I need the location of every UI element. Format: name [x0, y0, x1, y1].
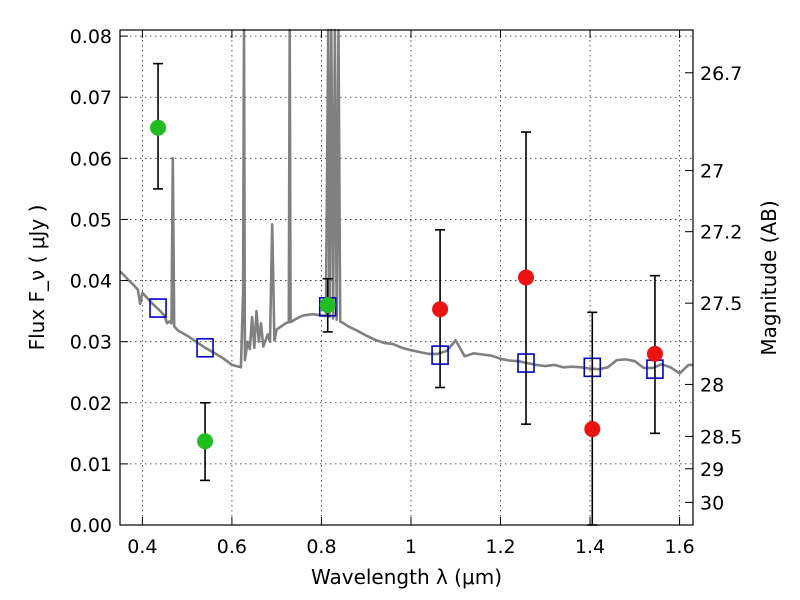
data-point — [432, 301, 449, 318]
axis-ticks: 0.4 0.6 0.8 1 1.2 1.4 1.6 0.00 0.01 0.02 0.03 0.04 0… — [70, 26, 743, 558]
y-tick-label: 0.06 — [70, 148, 112, 170]
y-tick-label: 0.08 — [70, 26, 112, 48]
data-point — [197, 433, 214, 450]
right-axis-tick-label: 28 — [700, 374, 724, 396]
data-points — [149, 62, 664, 526]
x-tick-label: 0.6 — [217, 536, 247, 558]
model-flux-square — [149, 298, 167, 318]
right-axis-tick-label: 27.2 — [700, 222, 742, 244]
y-tick-label: 0.05 — [70, 209, 112, 231]
plot-frame — [119, 29, 694, 526]
data-point — [518, 269, 535, 286]
y-axis-label: Flux F_ν ( μJy ) — [25, 205, 49, 351]
model-flux-square — [196, 337, 214, 358]
right-axis-tick-label: 26.7 — [700, 63, 742, 85]
x-tick-label: 1.4 — [575, 536, 605, 558]
x-axis-label: Wavelength λ (μm) — [311, 565, 502, 589]
x-tick-label: 1.6 — [664, 536, 694, 558]
right-axis-tick-label: 29 — [700, 459, 724, 481]
y-tick-label: 0.04 — [70, 271, 112, 293]
model-spectrum — [119, 28, 693, 375]
data-point — [319, 297, 336, 313]
y-tick-label: 0.00 — [70, 515, 112, 537]
x-tick-label: 1.2 — [485, 536, 515, 558]
right-axis-tick-label: 27 — [700, 161, 724, 183]
model-spectrum-line — [119, 28, 693, 375]
gridlines — [120, 30, 693, 526]
data-point — [646, 345, 663, 362]
y-tick-label: 0.07 — [70, 87, 112, 109]
y-tick-label: 0.03 — [70, 332, 112, 354]
right-axis-tick-label: 30 — [700, 492, 724, 514]
y-tick-label: 0.01 — [70, 454, 112, 476]
right-axis-tick-label: 28.5 — [700, 426, 742, 448]
x-tick-label: 0.4 — [127, 536, 157, 558]
y-tick-label: 0.02 — [70, 393, 112, 415]
x-tick-label: 0.8 — [306, 536, 336, 558]
right-axis-tick-label: 27.5 — [700, 293, 742, 315]
data-point — [584, 421, 601, 438]
data-point — [150, 119, 167, 136]
x-tick-label: 1 — [405, 536, 417, 558]
right-axis-label: Magnitude (AB) — [757, 200, 781, 355]
